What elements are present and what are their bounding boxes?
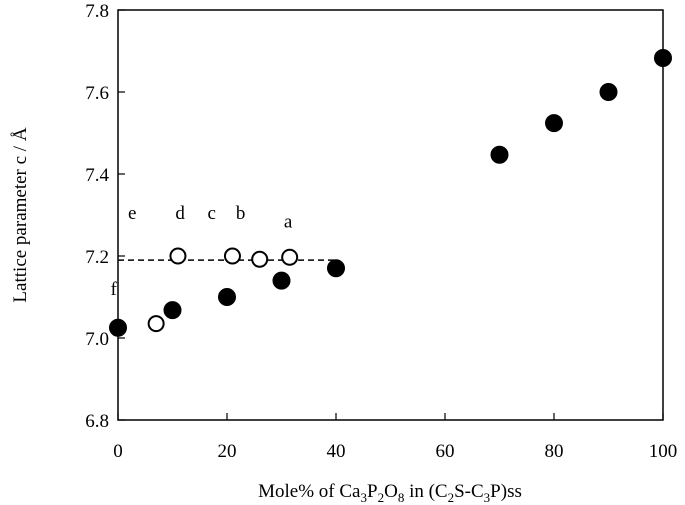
filled-data-point [218, 288, 236, 306]
filled-data-point [327, 259, 345, 278]
x-tick-label: 20 [218, 441, 237, 462]
filled-data-point [163, 301, 182, 320]
filled-data-point [654, 48, 672, 67]
x-tick-label: 80 [545, 441, 564, 462]
annotation-label-f: f [110, 279, 117, 300]
annotation-label-e: e [128, 203, 136, 224]
y-tick-label: 6.8 [85, 411, 109, 432]
x-axis-title: Mole% of Ca3P2O8 in (C2S-C3P)ss [258, 481, 522, 505]
filled-data-point [272, 271, 291, 290]
y-tick-label: 7.4 [85, 165, 109, 186]
x-tick-label: 100 [649, 441, 678, 462]
filled-data-point [490, 145, 509, 164]
filled-data-point [109, 318, 127, 337]
annotation-label-a: a [284, 211, 293, 232]
y-tick-label: 7.8 [85, 1, 109, 22]
y-axis-ticks: 6.8 7.0 7.2 7.4 7.6 7.8 [85, 1, 125, 432]
open-data-point [223, 247, 241, 265]
y-tick-label: 7.2 [85, 247, 109, 268]
y-tick-label: 7.0 [85, 329, 109, 350]
y-tick-label: 7.6 [85, 83, 109, 104]
x-tick-label: 0 [113, 441, 123, 462]
annotation-label-c: c [208, 203, 216, 224]
y-axis-title: Lattice parameter c / Å [10, 127, 31, 302]
annotation-label-b: b [236, 203, 246, 224]
open-data-point [281, 248, 299, 266]
x-axis-ticks: 0 20 40 60 80 100 [113, 413, 677, 462]
point-annotations: a bc d e f [110, 203, 292, 300]
open-data-point [251, 250, 269, 268]
annotation-label-d: d [175, 203, 185, 224]
open-data-point [169, 247, 187, 265]
filled-data-point [599, 83, 618, 101]
plot-frame [117, 9, 664, 421]
open-data-point [147, 315, 165, 333]
data-markers [109, 48, 672, 337]
x-tick-label: 40 [327, 441, 346, 462]
filled-data-point [545, 114, 563, 133]
x-tick-label: 60 [436, 441, 455, 462]
